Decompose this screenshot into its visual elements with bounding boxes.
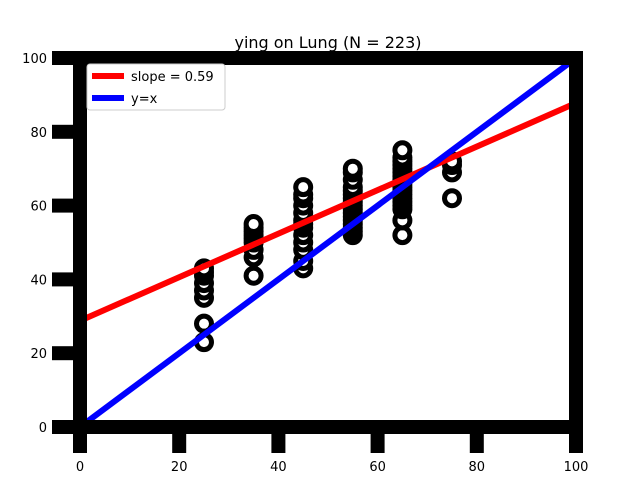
y-tick	[52, 51, 80, 65]
x-tick	[469, 427, 484, 453]
frame-top	[52, 51, 583, 65]
legend: slope = 0.59 y=x	[86, 63, 226, 111]
chart-title: ying on Lung (N = 223)	[234, 33, 421, 52]
y-tick-label: 20	[30, 347, 47, 362]
identity-line	[80, 58, 576, 427]
data-point	[243, 214, 264, 235]
fit-line	[80, 100, 576, 324]
x-tick	[172, 427, 187, 453]
frame-right	[569, 51, 583, 434]
y-tick	[52, 272, 80, 287]
x-tick-label: 0	[76, 460, 84, 475]
axis-ticks: 0 20 40 60 80 100 0 20 40 60 80 100	[22, 51, 588, 475]
x-tick	[271, 427, 286, 453]
data-point	[293, 177, 314, 198]
y-tick-label: 80	[30, 126, 47, 141]
y-tick-label: 40	[30, 273, 47, 288]
x-tick-label: 80	[469, 460, 486, 475]
x-tick-label: 20	[171, 460, 188, 475]
lines-layer	[80, 58, 576, 427]
frame-bottom	[52, 420, 583, 434]
y-tick	[52, 420, 80, 434]
x-tick-label: 100	[564, 460, 589, 475]
y-tick	[52, 198, 80, 213]
x-tick-label: 40	[270, 460, 287, 475]
y-tick-label: 60	[30, 200, 47, 215]
x-tick	[569, 427, 583, 453]
data-point	[442, 188, 462, 209]
y-tick	[52, 124, 80, 139]
y-tick-label: 100	[22, 52, 47, 67]
data-point	[392, 140, 413, 161]
x-tick	[370, 427, 385, 453]
x-tick-label: 60	[369, 460, 386, 475]
data-point	[342, 158, 363, 179]
legend-label: y=x	[131, 92, 158, 107]
legend-label: slope = 0.59	[131, 70, 214, 85]
y-tick	[52, 346, 80, 361]
data-point	[243, 265, 264, 286]
y-tick-label: 0	[39, 421, 47, 436]
frame-left	[73, 51, 87, 434]
